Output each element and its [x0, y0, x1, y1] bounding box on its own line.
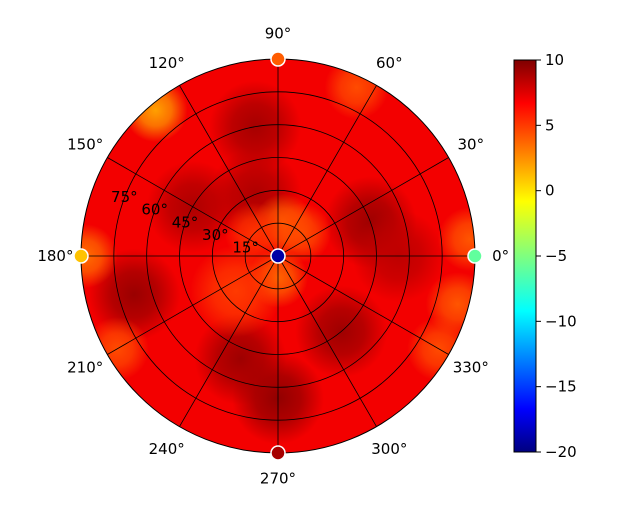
angular-gridline — [277, 85, 377, 257]
marker-layer — [73, 51, 483, 461]
angular-tick-label: 300° — [371, 440, 407, 458]
heatmap-hotspot — [123, 78, 188, 143]
colorbar-tick-label: −20 — [545, 443, 577, 461]
angular-gridline — [107, 255, 279, 355]
data-marker — [73, 248, 89, 264]
data-marker — [270, 248, 286, 264]
heatmap-hotspot — [437, 207, 475, 272]
colorbar-tick-label: 10 — [545, 51, 564, 69]
angular-tick-label: 0° — [492, 247, 509, 265]
angular-tick-label: 60° — [376, 54, 403, 72]
angular-tick-label: 120° — [149, 54, 185, 72]
angular-tick-label: 270° — [260, 470, 296, 488]
data-marker — [270, 51, 286, 67]
radial-tick-label: 15° — [232, 238, 259, 256]
angular-gridline — [277, 255, 449, 355]
angular-tick-label: 30° — [457, 136, 484, 154]
heatmap-hotspot — [194, 312, 287, 405]
radial-tick-labels: 15°30°45°60°75° — [111, 188, 259, 256]
colorbar: 10 5 0 −5 −10 −15 −20 — [513, 51, 577, 461]
colorbar-ticks: 10 5 0 −5 −10 −15 −20 — [536, 51, 577, 461]
angular-tick-label: 180° — [37, 247, 73, 265]
colorbar-tick-label: −15 — [545, 378, 577, 396]
angular-gridline — [277, 255, 377, 427]
angular-tick-labels: 0° 30° 60° 90° 120° 150° 180° 210° 240° 270° 300° 3… — [37, 24, 509, 487]
data-marker — [467, 248, 483, 264]
angular-tick-label: 210° — [67, 358, 103, 376]
angular-tick-label: 240° — [149, 440, 185, 458]
heatmap-hotspot — [190, 245, 283, 338]
angular-gridline — [179, 85, 279, 257]
angular-tick-label: 150° — [67, 136, 103, 154]
angular-tick-label: 90° — [265, 24, 292, 42]
colorbar-tick-label: 5 — [545, 116, 555, 134]
data-marker — [270, 445, 286, 461]
colorbar-gradient — [513, 59, 537, 453]
colorbar-tick-label: 0 — [545, 182, 555, 200]
colorbar-tick-label: −5 — [545, 247, 567, 265]
angular-gridline — [179, 255, 279, 427]
angular-gridline — [277, 157, 449, 257]
radial-tick-label: 75° — [111, 188, 138, 206]
radial-tick-label: 60° — [141, 201, 168, 219]
radial-tick-label: 45° — [172, 213, 199, 231]
colorbar-tick-label: −10 — [545, 312, 577, 330]
radial-tick-label: 30° — [202, 226, 229, 244]
angular-tick-label: 330° — [453, 358, 489, 376]
angular-gridline — [107, 157, 279, 257]
